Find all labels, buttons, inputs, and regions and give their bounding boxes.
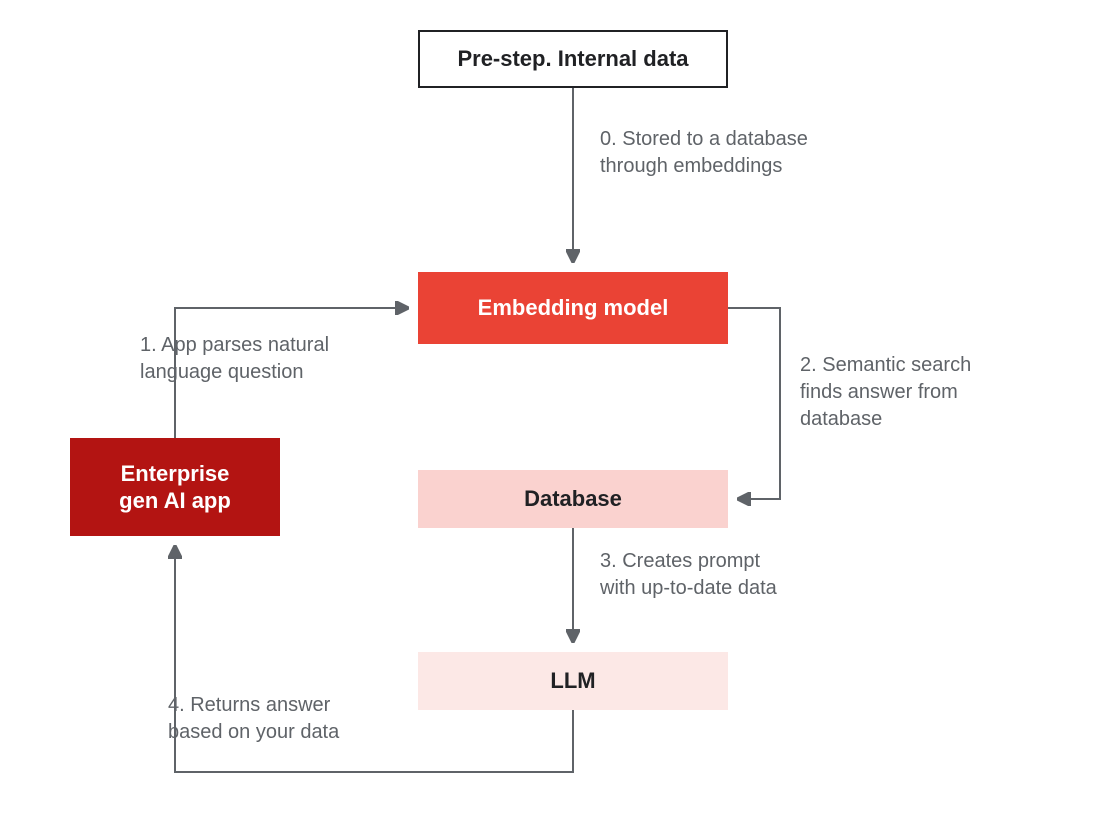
node-prestep: Pre-step. Internal data	[418, 30, 728, 88]
label-step3: 3. Creates prompt with up-to-date data	[600, 548, 777, 602]
diagram-canvas: Pre-step. Internal data Embedding model …	[0, 0, 1101, 826]
label-step0: 0. Stored to a database through embeddin…	[600, 126, 808, 180]
node-enterprise-label: Enterprise gen AI app	[119, 460, 231, 515]
node-enterprise: Enterprise gen AI app	[70, 438, 280, 536]
node-llm-label: LLM	[550, 667, 595, 695]
node-llm: LLM	[418, 652, 728, 710]
node-database: Database	[418, 470, 728, 528]
node-embedding: Embedding model	[418, 272, 728, 344]
node-prestep-label: Pre-step. Internal data	[457, 45, 688, 73]
edge-embedding-database	[728, 308, 780, 499]
label-step1: 1. App parses natural language question	[140, 332, 329, 386]
label-step2: 2. Semantic search finds answer from dat…	[800, 352, 971, 433]
node-database-label: Database	[524, 485, 622, 513]
node-embedding-label: Embedding model	[478, 294, 669, 322]
label-step4: 4. Returns answer based on your data	[168, 692, 339, 746]
